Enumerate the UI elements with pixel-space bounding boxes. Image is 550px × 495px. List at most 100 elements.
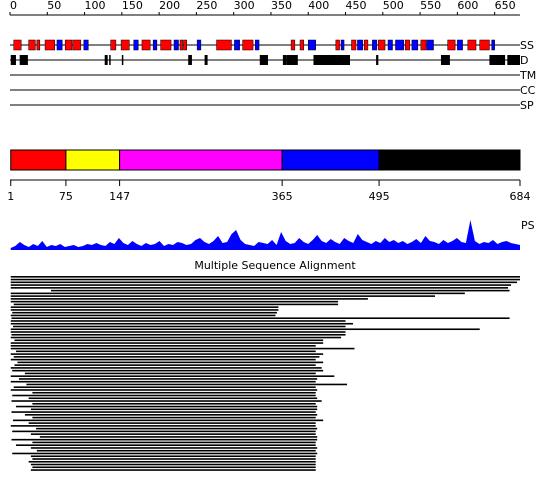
alignment-row [10,353,324,355]
alignment-row [32,466,316,469]
ss-element [64,39,73,51]
disorder-region [259,55,268,65]
alignment-row [32,391,316,394]
alignment-row [10,336,342,339]
ss-element [133,39,139,51]
ss-element [351,39,357,51]
alignment-row [12,452,318,455]
alignment-row [12,369,324,372]
alignment-row [15,444,316,446]
disorder-region [19,55,28,65]
alignment-row [10,367,322,369]
alignment-row [10,345,316,347]
ruler-label: 100 [85,0,106,12]
alignment-row [32,458,316,460]
ss-element [335,39,340,51]
domain-label: 1 [7,190,14,203]
ruler-label: 300 [234,0,255,12]
alignment-row [10,328,480,331]
ss-element [183,39,187,51]
ruler-label: 650 [495,0,516,12]
alignment-row [10,347,355,350]
domain [281,149,380,171]
alignment-row [10,342,324,344]
disorder-region [489,55,506,65]
disorder-region [286,55,298,65]
alignment-row [32,402,316,405]
domain [10,149,67,171]
ss-element [395,39,404,51]
ss-element [242,39,254,51]
alignment-row [12,394,316,397]
alignment-row [36,427,318,430]
ss-element [216,39,232,51]
alignment-row [14,364,316,366]
ss-element [255,39,260,51]
disorder-region [204,55,208,65]
alignment-row [14,339,324,342]
ss-element [110,39,117,51]
domain-label: 75 [59,190,73,203]
alignment-row [39,436,318,438]
alignment-row [30,433,316,435]
track-label: TM [519,69,536,82]
ss-element [372,39,378,51]
alignment-row [13,303,339,306]
ss-element [56,39,63,51]
domain [119,149,283,171]
alignment-row [10,292,465,295]
ss-element [290,39,296,51]
alignment-row [28,422,316,424]
alignment-row [28,397,318,400]
ss-element [120,39,130,51]
ss-element [340,39,345,51]
disorder-region [282,55,287,65]
ruler-label: 600 [457,0,478,12]
disorder-region [188,55,192,65]
alignment-row [28,460,316,463]
alignment-row [11,400,322,402]
alignment-row [10,281,518,284]
ss-element [28,39,36,51]
alignment-row [24,372,316,375]
ss-element [491,39,495,51]
ss-element [457,39,463,51]
alignment-row [10,276,521,278]
domain-label: 495 [369,190,390,203]
alignment-row [10,306,279,308]
ss-element [467,39,477,51]
track-label: SS [520,39,534,52]
alignment-row [12,311,277,314]
alignment-row [13,356,320,358]
disorder-region [376,55,379,65]
alignment-row [17,361,324,364]
alignment-row [30,469,316,471]
domain [378,149,521,171]
ss-element [13,39,22,51]
ruler-label: 200 [159,0,180,12]
alignment-row [10,300,339,303]
alignment-row [10,380,316,383]
alignment-row [15,405,318,408]
alignment-row [10,320,346,322]
alignment-row [30,455,316,458]
ruler-label: 250 [196,0,217,12]
ruler-label: 500 [383,0,404,12]
domain-label: 684 [510,190,531,203]
ruler-label: 450 [346,0,367,12]
alignment-row [32,416,316,419]
ruler-label: 550 [420,0,441,12]
ruler-label: 400 [308,0,329,12]
alignment-row [10,278,521,281]
alignment-row [30,408,318,411]
ss-element [234,39,240,51]
disorder-region [440,55,450,65]
alignment-row [11,333,346,336]
alignment-row [24,414,318,416]
domain-label: 365 [272,190,293,203]
alignment-row [10,331,346,333]
domain-label: 147 [109,190,130,203]
ss-element [160,39,172,51]
ss-element [299,39,305,51]
alignment-row [10,298,368,300]
